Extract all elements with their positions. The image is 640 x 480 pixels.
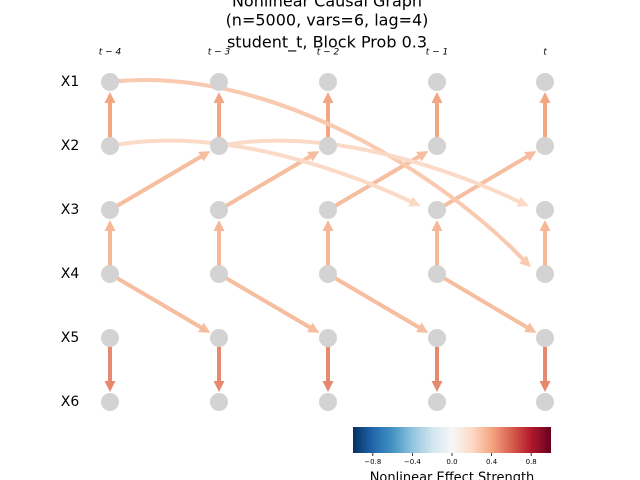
variable-label: X3 — [61, 202, 80, 218]
colorbar-label: Nonlinear Effect Strength — [370, 471, 535, 480]
arrow-head — [408, 196, 421, 207]
arrow-head — [416, 322, 429, 333]
title-line: student_t, Block Prob 0.3 — [227, 33, 427, 53]
node — [536, 201, 554, 219]
arrow-head — [307, 151, 320, 162]
node — [319, 329, 337, 347]
arrow-head — [431, 92, 443, 103]
arrow-head — [198, 151, 211, 162]
variable-label: X1 — [61, 74, 80, 90]
arrow-head — [213, 220, 225, 231]
edge — [218, 138, 523, 205]
time-label: t — [543, 48, 547, 58]
arrow-head — [213, 92, 225, 103]
time-label: t − 2 — [317, 48, 340, 58]
colorbar: −0.8 −0.4 0.0 0.4 0.8 Nonlinear Effect Streng… — [353, 427, 551, 480]
node — [101, 137, 119, 155]
arrow-head — [539, 220, 551, 231]
variable-label: X5 — [61, 330, 80, 346]
nodes — [101, 73, 554, 411]
node — [536, 137, 554, 155]
node — [319, 73, 337, 91]
node — [210, 265, 228, 283]
colorbar-tick-label: 0.8 — [526, 458, 537, 466]
node — [210, 329, 228, 347]
colorbar-tick-label: 0.4 — [486, 458, 498, 466]
node — [536, 329, 554, 347]
arrow-head — [539, 92, 551, 103]
arrow-head — [307, 322, 320, 333]
node — [428, 393, 446, 411]
edge — [109, 138, 415, 205]
node — [210, 137, 228, 155]
arrow-head — [104, 220, 116, 231]
node — [101, 329, 119, 347]
node — [428, 329, 446, 347]
arrow-head — [104, 92, 116, 103]
time-label: t − 1 — [426, 48, 449, 58]
node — [428, 73, 446, 91]
variable-label: X6 — [61, 394, 80, 410]
arrow-head — [322, 92, 334, 103]
edge — [109, 77, 527, 263]
node — [210, 201, 228, 219]
arrow-head — [431, 381, 443, 392]
node — [319, 201, 337, 219]
colorbar-tick-label: −0.4 — [404, 458, 422, 466]
edge — [221, 153, 314, 210]
node — [428, 201, 446, 219]
node — [319, 137, 337, 155]
node — [536, 393, 554, 411]
node — [101, 201, 119, 219]
node — [428, 265, 446, 283]
node — [536, 265, 554, 283]
variable-label: X2 — [61, 138, 80, 154]
edge — [439, 274, 531, 331]
node — [319, 265, 337, 283]
time-label: t − 3 — [208, 48, 231, 58]
arrow-head — [198, 322, 211, 333]
edge — [330, 274, 423, 331]
title-line: Nonlinear Causal Graph — [232, 0, 422, 11]
arrow-head — [322, 220, 334, 231]
arrow-head — [524, 151, 537, 162]
node — [101, 73, 119, 91]
title-line: (n=5000, vars=6, lag=4) — [226, 11, 429, 30]
edge — [221, 274, 314, 331]
colorbar-tick-label: 0.0 — [446, 458, 457, 466]
arrow-head — [539, 381, 551, 392]
arrow-head — [322, 381, 334, 392]
colorbar-tick-label: −0.8 — [364, 458, 381, 466]
node — [536, 73, 554, 91]
edges — [104, 77, 551, 392]
node — [101, 265, 119, 283]
arrow-head — [416, 151, 429, 162]
arrow-head — [519, 255, 531, 268]
node — [428, 137, 446, 155]
node — [101, 393, 119, 411]
time-label: t − 4 — [99, 48, 122, 58]
arrow-head — [213, 381, 225, 392]
arrow-head — [524, 322, 537, 333]
arrow-head — [431, 220, 443, 231]
arrow-head — [104, 381, 116, 392]
arrow-head — [516, 196, 529, 207]
node — [210, 393, 228, 411]
variable-label: X4 — [61, 266, 80, 282]
node — [210, 73, 228, 91]
node — [319, 393, 337, 411]
edge — [112, 274, 205, 331]
edge — [112, 153, 205, 210]
colorbar-bar — [353, 427, 551, 453]
